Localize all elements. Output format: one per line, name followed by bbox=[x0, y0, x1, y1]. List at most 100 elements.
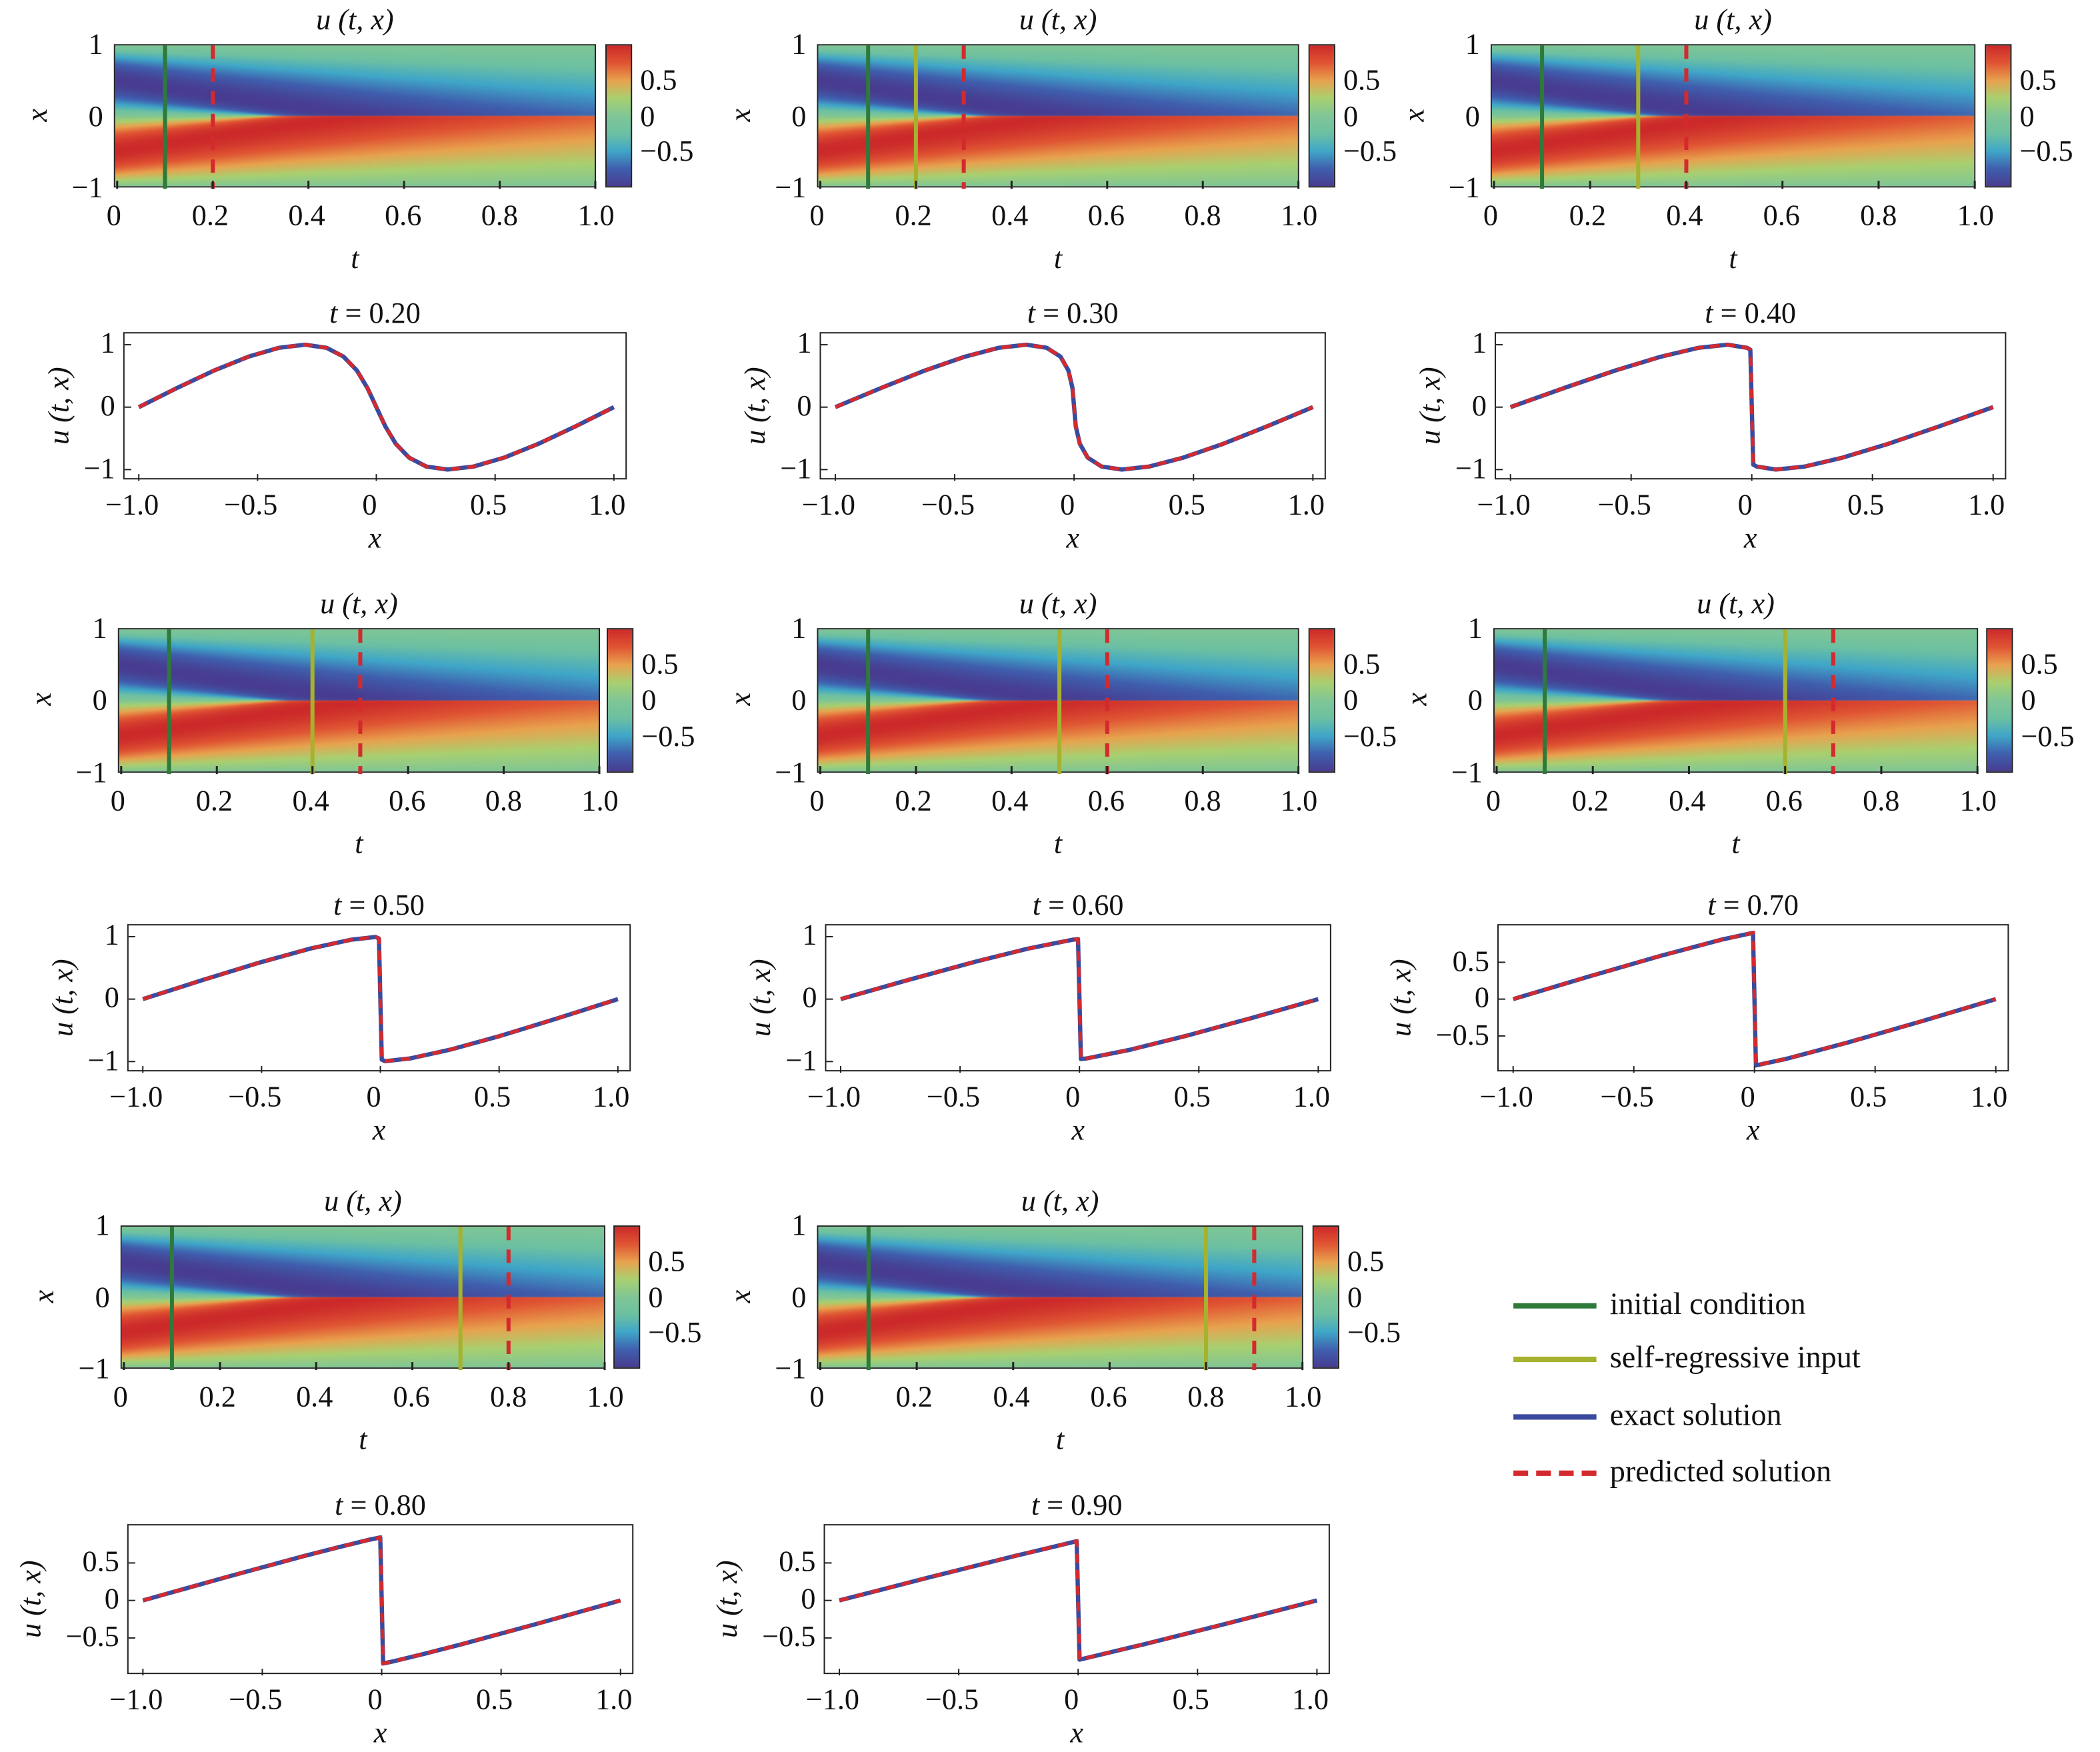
y-tick-label: 1 bbox=[100, 325, 115, 360]
x-tick-label: −0.5 bbox=[1600, 1079, 1654, 1113]
y-tick-label: 0 bbox=[802, 980, 817, 1014]
y-tick-label: 1 bbox=[791, 1208, 807, 1242]
legend-swatch-solid bbox=[1513, 1303, 1597, 1309]
x-tick-label: 0.2 bbox=[895, 783, 932, 817]
colorbar-tick-label: 0.5 bbox=[640, 62, 677, 97]
x-tick-label: 0.8 bbox=[1863, 783, 1900, 817]
heatmap-overlay bbox=[116, 45, 597, 189]
x-tick-label: 1.0 bbox=[1971, 1079, 2008, 1113]
x-tick-label: 0.8 bbox=[1184, 198, 1221, 232]
y-tick-label: −1 bbox=[75, 755, 107, 789]
x-tick-label: −1.0 bbox=[105, 487, 159, 521]
colorbar bbox=[1985, 44, 2012, 188]
y-axis-label: u (t, x) bbox=[743, 959, 777, 1037]
y-tick-label: −1 bbox=[780, 451, 812, 485]
y-tick-label: −1 bbox=[71, 170, 103, 204]
legend-label: exact solution bbox=[1609, 1398, 1782, 1432]
heatmap-plot bbox=[817, 44, 1300, 189]
line-plot-title: t = 0.90 bbox=[823, 1489, 1329, 1521]
x-tick-label: 0.2 bbox=[195, 783, 233, 817]
y-tick-label: 0.5 bbox=[779, 1544, 816, 1578]
line-plot-title: t = 0.20 bbox=[123, 297, 627, 329]
predicted-solution-line bbox=[840, 937, 1319, 1061]
colorbar-tick-label: 0.5 bbox=[1343, 62, 1381, 97]
heatmap-plot bbox=[1490, 44, 1976, 189]
x-axis-label: t bbox=[355, 826, 363, 860]
colorbar-tick-label: −0.5 bbox=[648, 1315, 702, 1349]
colorbar-tick-label: −0.5 bbox=[2019, 134, 2073, 168]
y-tick-label: −0.5 bbox=[1435, 1017, 1489, 1051]
x-tick-label: 0.2 bbox=[1569, 198, 1606, 232]
y-tick-label: 1 bbox=[1471, 325, 1487, 360]
title-value: = 0.40 bbox=[1713, 295, 1797, 330]
x-axis-label: t bbox=[351, 241, 359, 275]
y-tick-label: −1 bbox=[83, 451, 115, 485]
x-tick-label: 0.4 bbox=[296, 1379, 333, 1413]
heatmap-overlay bbox=[1493, 45, 1976, 189]
x-tick-label: 0.6 bbox=[1087, 198, 1125, 232]
x-tick-label: 0.4 bbox=[991, 783, 1029, 817]
x-tick-label: 1.0 bbox=[1957, 198, 1994, 232]
y-tick-label: −1 bbox=[78, 1351, 110, 1385]
heatmap-plot bbox=[120, 1225, 606, 1371]
colorbar-tick-label: 0.5 bbox=[1347, 1243, 1385, 1278]
y-tick-label: −1 bbox=[775, 170, 807, 204]
x-tick-label: 1.0 bbox=[595, 1682, 633, 1716]
title-value: = 0.30 bbox=[1035, 295, 1119, 330]
x-tick-label: 0 bbox=[367, 1682, 383, 1716]
x-tick-label: 1.0 bbox=[1959, 783, 1997, 817]
x-tick-label: 0.5 bbox=[1847, 487, 1885, 521]
y-tick-label: 1 bbox=[1465, 27, 1480, 61]
y-axis-label: u (t, x) bbox=[737, 367, 772, 445]
heatmap-overlay bbox=[120, 629, 601, 775]
y-axis-label: x bbox=[723, 692, 757, 706]
x-axis-label: t bbox=[1053, 241, 1063, 275]
y-axis-label: x bbox=[723, 107, 757, 121]
line-plot bbox=[825, 924, 1331, 1073]
y-axis-label: u (t, x) bbox=[13, 1560, 47, 1638]
x-tick-label: 0.8 bbox=[481, 198, 518, 232]
colorbar bbox=[1312, 1225, 1339, 1369]
x-tick-label: 0.6 bbox=[393, 1379, 430, 1413]
y-tick-label: −1 bbox=[87, 1043, 119, 1077]
y-axis-label: x bbox=[26, 1289, 61, 1303]
heatmap-title: u (t, x) bbox=[1019, 3, 1097, 37]
heatmap-image bbox=[1494, 629, 1977, 772]
legend-item: self-regressive input bbox=[1511, 1341, 1939, 1378]
y-axis-label: u (t, x) bbox=[41, 367, 75, 445]
x-tick-label: −1.0 bbox=[801, 487, 855, 521]
line-plot-title: t = 0.70 bbox=[1497, 889, 2009, 921]
x-tick-label: −1.0 bbox=[109, 1682, 163, 1716]
y-tick-label: 1 bbox=[88, 27, 103, 61]
line-plot-canvas bbox=[821, 342, 1314, 481]
x-tick-label: 0.2 bbox=[191, 198, 229, 232]
y-tick-label: −1 bbox=[1448, 170, 1480, 204]
line-plot bbox=[1497, 924, 2009, 1073]
x-tick-label: 1.0 bbox=[1967, 487, 2005, 521]
predicted-solution-line bbox=[142, 1535, 621, 1666]
colorbar-tick-label: 0.5 bbox=[1343, 647, 1381, 681]
x-tick-label: 0 bbox=[1740, 1079, 1755, 1113]
colorbar-tick-label: −0.5 bbox=[2021, 719, 2075, 753]
title-value: = 0.60 bbox=[1041, 887, 1124, 922]
colorbar-tick-label: 0 bbox=[640, 98, 655, 132]
x-tick-label: 0 bbox=[362, 487, 377, 521]
y-tick-label: 1 bbox=[797, 325, 812, 360]
x-tick-label: 0 bbox=[809, 198, 825, 232]
x-tick-label: 0.4 bbox=[991, 198, 1029, 232]
x-tick-label: 1.0 bbox=[1281, 783, 1318, 817]
x-tick-label: 0 bbox=[366, 1079, 381, 1113]
title-variable: t bbox=[1027, 295, 1036, 330]
y-axis-label: u (t, x) bbox=[1413, 367, 1447, 445]
x-tick-label: 0.4 bbox=[1669, 783, 1706, 817]
legend-label: predicted solution bbox=[1609, 1454, 1832, 1488]
x-tick-label: −0.5 bbox=[926, 1079, 981, 1113]
line-plot bbox=[127, 1524, 634, 1676]
x-tick-label: 0 bbox=[809, 783, 825, 817]
y-tick-label: 0 bbox=[1471, 388, 1487, 422]
x-tick-label: −1.0 bbox=[109, 1079, 163, 1113]
x-tick-label: −0.5 bbox=[229, 1682, 283, 1716]
legend-item: initial condition bbox=[1511, 1287, 1939, 1325]
y-tick-label: 1 bbox=[791, 611, 807, 645]
line-plot bbox=[823, 1524, 1330, 1676]
